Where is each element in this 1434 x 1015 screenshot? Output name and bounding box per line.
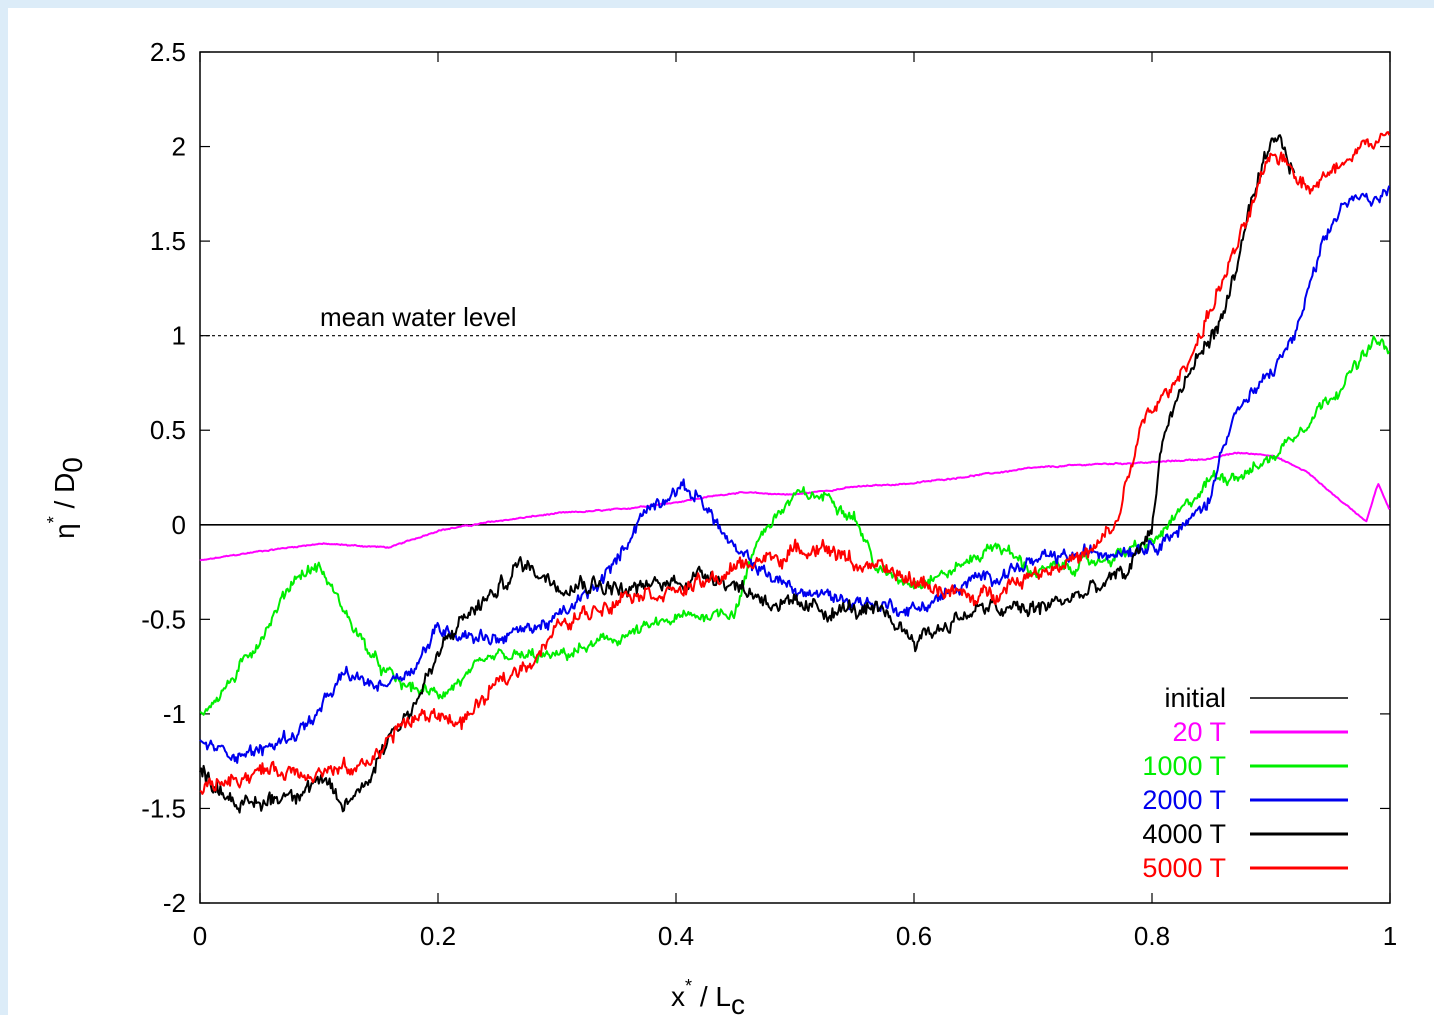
x-tick-label: 1 — [1383, 921, 1397, 951]
series-line-2000-t — [199, 185, 1391, 764]
series-line-1000-t — [199, 335, 1391, 716]
y-tick-label: 2 — [172, 132, 186, 162]
legend-label-1000-t: 1000 T — [1142, 751, 1226, 781]
series-line-4000-t — [199, 134, 1296, 814]
x-axis-label-main: x — [671, 981, 685, 1012]
chart-frame: x* / Lc η* / D0 mean water level 0 0.2 0.4… — [8, 8, 1434, 1015]
y-axis-label-main: η — [49, 523, 80, 539]
y-axis-label: η* / D0 — [44, 457, 88, 539]
x-tick-label: 0.4 — [658, 921, 694, 951]
y-axis-label-div: / D — [49, 473, 80, 517]
legend-label-2000-t: 2000 T — [1142, 785, 1226, 815]
series-line-5000-t — [199, 131, 1391, 795]
x-axis-label-sup: * — [685, 976, 692, 996]
x-tick-label: 0 — [193, 921, 207, 951]
legend-label-20-t: 20 T — [1172, 717, 1226, 747]
y-tick-label: 0 — [172, 510, 186, 540]
x-axis-label: x* / Lc — [671, 976, 745, 1015]
plot-frame — [199, 51, 1391, 904]
y-tick-label: 0.5 — [150, 415, 186, 445]
y-tick-label: 2.5 — [150, 37, 186, 67]
y-axis-label-sup: * — [44, 516, 64, 523]
legend-label-initial: initial — [1164, 683, 1226, 713]
x-tick-label: 0.8 — [1134, 921, 1170, 951]
legend-label-5000-t: 5000 T — [1142, 853, 1226, 883]
x-axis-label-div: / L — [692, 981, 731, 1012]
legend-label-4000-t: 4000 T — [1142, 819, 1226, 849]
x-axis-label-sub: c — [731, 989, 745, 1015]
x-tick-label: 0.6 — [896, 921, 932, 951]
mean-water-level-label: mean water level — [320, 302, 517, 332]
y-axis-label-sub: 0 — [57, 457, 88, 473]
line-chart: x* / Lc η* / D0 mean water level 0 0.2 0.4… — [44, 37, 1397, 1015]
x-tick-label: 0.2 — [420, 921, 456, 951]
y-tick-label: -0.5 — [141, 604, 186, 634]
plot-layer: 0 0.2 0.4 0.6 0.8 1 -2 -1.5 -1 -0.5 0 0.5 1 1.5 2 2.5 — [141, 37, 1397, 951]
legend: initial 20 T 1000 T 2000 T 4000 T 5000 T — [1142, 683, 1348, 883]
y-tick-label: -1 — [163, 699, 186, 729]
y-tick-label: -2 — [163, 888, 186, 918]
y-tick-label: 1.5 — [150, 226, 186, 256]
y-tick-label: 1 — [172, 321, 186, 351]
y-tick-label: -1.5 — [141, 793, 186, 823]
